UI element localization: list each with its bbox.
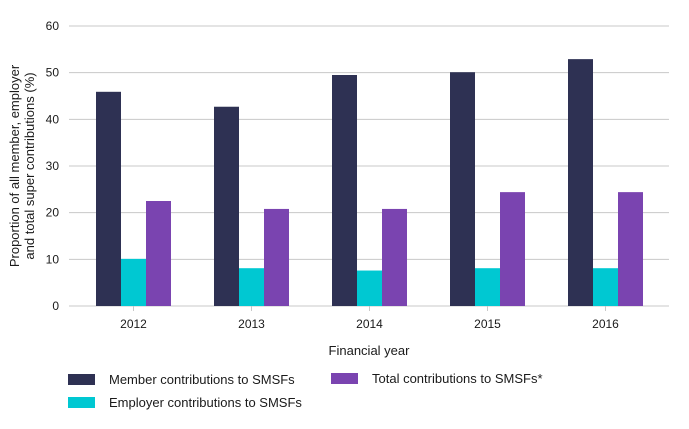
bar-2012-member [96,91,121,306]
bar-2014-employer [357,270,382,306]
bar-2012-total [146,201,171,306]
bar-2016-total [618,192,643,306]
y-tick-label: 20 [46,206,60,220]
legend-swatch-employer [68,397,95,408]
legend-swatch-member [68,374,95,385]
bar-2014-total [382,208,407,306]
x-tick-label: 2016 [592,317,619,331]
bars [96,59,643,307]
y-tick-label: 50 [46,66,60,80]
legend-label-total: Total contributions to SMSFs* [372,371,543,386]
y-tick-label: 40 [46,112,60,126]
bar-2013-member [214,106,239,306]
y-axis-title-line-2: and total super contributions (%) [22,72,37,259]
x-axis-ticks: 2012 2013 2014 2015 2016 [120,306,619,331]
legend-item-member: Member contributions to SMSFs [68,372,295,387]
bar-2015-total [500,192,525,306]
bar-chart: 0 10 20 30 40 50 60 2012 2013 2014 2015 2016 Propo… [7,19,669,358]
y-tick-label: 60 [46,19,60,33]
legend-label-employer: Employer contributions to SMSFs [109,395,302,410]
bar-2015-employer [475,268,500,306]
y-axis-title-line-1: Proportion of all member, employer [7,64,22,267]
x-tick-label: 2014 [356,317,383,331]
x-tick-label: 2015 [474,317,501,331]
y-axis-ticks: 0 10 20 30 40 50 60 [46,19,60,313]
legend-label-member: Member contributions to SMSFs [109,372,295,387]
bar-2015-member [450,72,475,306]
x-tick-label: 2012 [120,317,147,331]
y-tick-label: 30 [46,159,60,173]
y-tick-label: 10 [46,252,60,266]
x-axis-title: Financial year [329,343,411,358]
bar-2014-member [332,75,357,306]
y-tick-label: 0 [52,299,59,313]
legend-swatch-total [331,373,358,384]
bar-2013-employer [239,268,264,306]
legend-item-employer: Employer contributions to SMSFs [68,395,302,410]
x-tick-label: 2013 [238,317,265,331]
bar-2016-employer [593,268,618,306]
bar-2013-total [264,208,289,306]
bar-2016-member [568,59,593,307]
bar-2012-employer [121,258,146,306]
legend-item-total: Total contributions to SMSFs* [331,371,543,386]
